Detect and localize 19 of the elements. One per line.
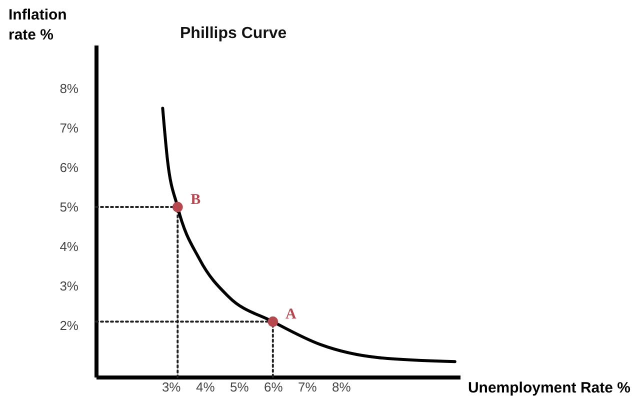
y-tick-label: 4% bbox=[60, 239, 79, 254]
chart-title: Phillips Curve bbox=[180, 25, 287, 42]
annotation: B bbox=[190, 192, 201, 208]
x-tick-label: 6% bbox=[264, 380, 284, 394]
x-tick-label: 3% bbox=[162, 380, 182, 394]
x-tick-label: 7% bbox=[298, 380, 318, 394]
x-tick-label: 5% bbox=[230, 380, 250, 394]
x-tick-label: 8% bbox=[332, 380, 352, 394]
y-tick-label: 5% bbox=[60, 200, 79, 215]
y-axis-title: Inflation rate % bbox=[8, 6, 67, 44]
y-tick-label: 8% bbox=[60, 80, 79, 96]
y-tick-label: 7% bbox=[60, 120, 79, 136]
x-axis-title: Unemployment Rate % bbox=[468, 380, 630, 396]
x-tick-label: 4% bbox=[196, 380, 216, 394]
y-tick-label: 2% bbox=[60, 318, 79, 334]
y-tick-label: 3% bbox=[60, 278, 79, 294]
line-series bbox=[161, 106, 456, 364]
y-tick-label: 6% bbox=[60, 160, 79, 176]
annotation: A bbox=[285, 306, 296, 323]
